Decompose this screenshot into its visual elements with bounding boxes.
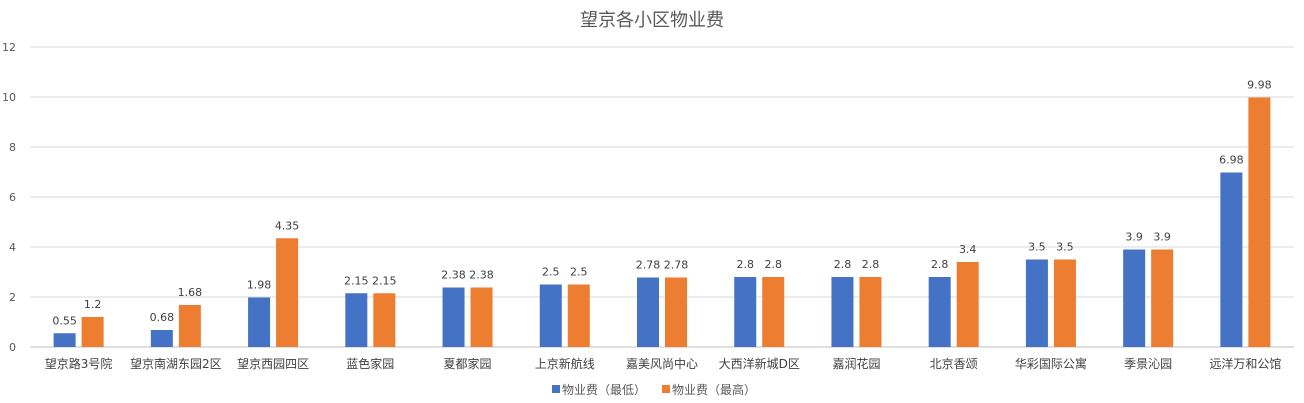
category-label: 上京新航线: [535, 356, 595, 371]
bar: [150, 330, 173, 347]
data-label: 2.15: [372, 274, 397, 287]
bar: [567, 284, 590, 347]
data-label: 2.8: [764, 258, 782, 271]
bar: [178, 305, 201, 347]
data-label: 2.8: [931, 258, 949, 271]
bar: [637, 277, 659, 347]
data-label: 4.35: [275, 219, 300, 232]
chart-title: 望京各小区物业费: [580, 10, 724, 31]
bar: [276, 238, 299, 347]
category-label: 大西洋新城D区: [719, 356, 800, 371]
data-label: 2.78: [664, 259, 689, 272]
y-tick-label: 0: [9, 341, 16, 354]
category-label: 蓝色家园: [346, 356, 394, 371]
category-label: 望京路3号院: [45, 356, 113, 371]
data-labels: 0.55 1.2 0.681.68 1.98 4.35 2.15 2.15 2.38 2.38 2…: [52, 79, 1271, 328]
category-label: 嘉润花园: [832, 356, 880, 371]
data-label: 9.98: [1247, 79, 1272, 92]
bar: [248, 297, 271, 347]
y-tick-label: 4: [9, 241, 16, 254]
bar: [470, 287, 493, 347]
category-label: 望京南湖东园2区: [130, 356, 222, 371]
y-tick-label: 12: [2, 41, 16, 54]
legend-swatch: [662, 385, 670, 393]
data-label: 1.68: [178, 286, 203, 299]
bars: [53, 97, 1271, 347]
bar: [956, 262, 979, 347]
bar: [442, 287, 465, 347]
data-label: 3.9: [1125, 231, 1143, 244]
data-label: 2.8: [736, 258, 754, 271]
data-label: 2.5: [570, 266, 588, 279]
bar: [1220, 172, 1243, 347]
legend: 物业费（最低） 物业费（最高）: [552, 382, 756, 397]
bar: [373, 293, 396, 347]
bar: [665, 277, 687, 347]
category-label: 嘉美风尚中心: [626, 356, 698, 371]
bar: [762, 277, 785, 347]
category-label: 季景沁园: [1124, 357, 1172, 371]
bar: [734, 277, 757, 347]
data-label: 0.55: [52, 314, 77, 327]
category-label: 华彩国际公寓: [1015, 356, 1087, 371]
data-label: 2.38: [469, 269, 494, 282]
gridlines: [30, 46, 1294, 348]
category-label: 夏都家园: [444, 356, 492, 371]
data-label: 2.8: [862, 258, 880, 271]
data-label: 1.2: [84, 298, 102, 311]
legend-label: 物业费（最高）: [672, 382, 756, 397]
bar: [928, 277, 951, 347]
legend-label: 物业费（最低）: [562, 383, 646, 397]
legend-swatch: [552, 385, 560, 393]
bar: [1053, 259, 1076, 347]
y-tick-label: 6: [9, 191, 16, 204]
data-label: 2.38: [441, 269, 466, 282]
bar: [859, 277, 882, 347]
bar: [1123, 249, 1146, 347]
bar: [53, 333, 76, 347]
y-tick-label: 2: [9, 291, 16, 304]
data-label: 2.8: [834, 258, 852, 271]
data-label: 3.9: [1153, 231, 1171, 244]
bar: [1025, 259, 1048, 347]
bar: [831, 277, 854, 347]
bar: [539, 284, 562, 347]
data-label: 3.5: [1056, 241, 1074, 254]
data-label: 3.4: [959, 243, 977, 256]
bar: [345, 293, 368, 347]
bar: [1151, 249, 1174, 347]
bar: [1248, 97, 1271, 347]
data-label: 0.68: [150, 311, 175, 324]
data-label: 6.98: [1219, 154, 1244, 167]
category-labels: 望京路3号院 望京南湖东园2区 望京西园四区 蓝色家园 夏都家园 上京新航线 嘉美风尚中心 大…: [45, 356, 1282, 371]
data-label: 2.78: [636, 259, 661, 272]
category-label: 望京西园四区: [237, 357, 309, 371]
y-tick-label: 10: [2, 91, 16, 104]
y-axis-ticks: 0 2 4 6 8 10 12: [2, 41, 16, 354]
y-tick-label: 8: [9, 141, 16, 154]
bar: [81, 317, 104, 347]
data-label: 2.5: [542, 266, 560, 279]
category-label: 远洋万和公馆: [1209, 356, 1281, 371]
data-label: 2.15: [344, 274, 369, 287]
category-label: 北京香颂: [930, 357, 978, 371]
data-label: 1.98: [247, 279, 272, 292]
data-label: 3.5: [1028, 241, 1046, 254]
